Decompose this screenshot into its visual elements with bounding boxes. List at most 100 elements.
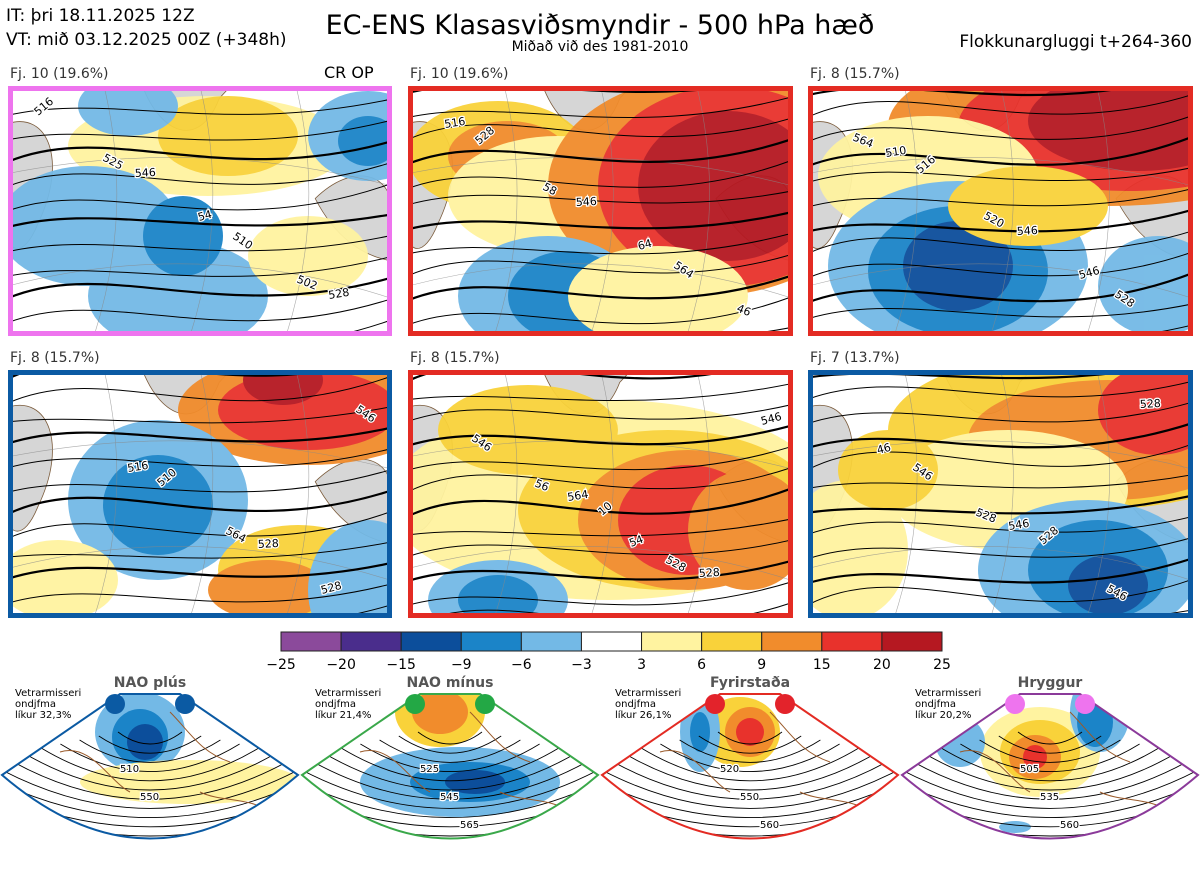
contour-line bbox=[8, 234, 392, 253]
regime-contour-line bbox=[602, 755, 898, 800]
regime-panel: 520 550 560 Fyrirstaða Vetrarmisseri ondjfma l… bbox=[600, 672, 900, 871]
contour-line bbox=[408, 159, 793, 190]
regime-anomaly-blob bbox=[736, 718, 764, 746]
regime-contour-line bbox=[979, 739, 1121, 763]
cluster-map: 10 528 546 564 528 546 56 54 bbox=[408, 370, 793, 618]
contour-label: 528 bbox=[257, 537, 279, 551]
contour-label: 54 bbox=[627, 533, 645, 550]
contour-label: 516 bbox=[443, 115, 466, 131]
regime-contour-line bbox=[640, 747, 860, 782]
anomaly-blob bbox=[248, 216, 368, 296]
regime-contour-line bbox=[340, 747, 560, 782]
cluster-label: Fj. 8 (15.7%) bbox=[810, 66, 900, 82]
contour-line bbox=[8, 468, 392, 493]
regime-contour-line bbox=[698, 735, 802, 754]
anomaly-blob bbox=[103, 455, 213, 555]
regime-name: Hryggur bbox=[1017, 675, 1083, 691]
regime-marker-dot bbox=[705, 694, 725, 714]
regime-contour-line bbox=[98, 735, 202, 754]
colorbar-tick-label: −3 bbox=[571, 657, 592, 673]
contour-line bbox=[808, 208, 1193, 233]
contour-line bbox=[8, 375, 392, 404]
contour-line bbox=[8, 488, 392, 516]
regime-outline bbox=[900, 693, 1200, 840]
colorbar-segment bbox=[701, 631, 763, 652]
contour-line bbox=[408, 117, 793, 141]
contour-line bbox=[408, 423, 793, 447]
contour-label: 546 bbox=[1016, 224, 1038, 238]
regime-outline bbox=[600, 693, 900, 840]
regime-contour-line bbox=[960, 743, 1140, 772]
height-contours bbox=[408, 370, 793, 618]
regime-contour-line bbox=[117, 731, 183, 745]
contour-line bbox=[408, 273, 793, 302]
regime-contour-line bbox=[602, 771, 898, 837]
regime-map: 525 545 565 bbox=[300, 693, 600, 840]
contour-line bbox=[8, 276, 392, 300]
regime-note-line: ondjfma bbox=[615, 699, 656, 710]
regime-note-line: Vetrarmisseri bbox=[15, 688, 82, 699]
anomaly-blob bbox=[8, 540, 118, 618]
regime-note-line: líkur 21,4% bbox=[315, 710, 372, 721]
graticule bbox=[8, 86, 392, 336]
colorbar-tick-label: 6 bbox=[697, 657, 706, 673]
anomaly-shading bbox=[8, 86, 392, 336]
contour-line bbox=[808, 578, 1193, 606]
contour-line bbox=[8, 255, 392, 277]
colorbar-tick-label: 9 bbox=[757, 657, 766, 673]
contour-line bbox=[808, 271, 1193, 304]
contour-line bbox=[408, 253, 793, 277]
regime-contour-line bbox=[302, 767, 598, 828]
regime-map: 510 550 bbox=[0, 693, 300, 840]
cluster-map: 528 528 546 546 546 46 528 bbox=[808, 370, 1193, 618]
contour-line bbox=[8, 139, 392, 164]
anomaly-shading bbox=[408, 385, 793, 618]
regime-contour-line bbox=[40, 747, 260, 782]
contour-line bbox=[408, 210, 793, 231]
regime-outline bbox=[0, 693, 300, 840]
contour-label: 54 bbox=[196, 208, 213, 224]
regime-name: NAO mínus bbox=[406, 675, 494, 691]
regime-contour-line bbox=[902, 759, 1198, 809]
colorbar-segment bbox=[881, 631, 943, 652]
regime-contour-label: 505 bbox=[1020, 764, 1039, 775]
regime-anomaly-blob bbox=[935, 717, 985, 767]
regime-note-line: líkur 26,1% bbox=[615, 710, 672, 721]
contour-line bbox=[808, 303, 1193, 320]
regime-marker-dot bbox=[105, 694, 125, 714]
anomaly-blob bbox=[948, 166, 1108, 246]
contour-line bbox=[408, 96, 793, 119]
regime-contour-line bbox=[21, 751, 279, 791]
graticule bbox=[8, 370, 392, 618]
regime-marker-dot bbox=[175, 694, 195, 714]
contour-line bbox=[8, 583, 392, 604]
contour-line bbox=[808, 93, 1193, 118]
regime-note-line: líkur 32,3% bbox=[15, 710, 72, 721]
contour-line bbox=[408, 232, 793, 255]
regime-note-line: ondjfma bbox=[15, 699, 56, 710]
anomaly-blob bbox=[438, 385, 618, 475]
contour-label: 546 bbox=[134, 166, 156, 180]
contour-line bbox=[808, 251, 1193, 279]
contour-line bbox=[808, 515, 1193, 536]
regime-anomaly-blob bbox=[1023, 745, 1047, 769]
colorbar-segment bbox=[460, 631, 522, 652]
contour-line bbox=[8, 119, 392, 141]
regime-contour-label: 535 bbox=[1040, 792, 1059, 803]
contour-line bbox=[808, 114, 1193, 143]
contour-label: 516 bbox=[126, 459, 149, 475]
regime-outline bbox=[300, 693, 600, 840]
contour-line bbox=[8, 406, 392, 424]
contour-line bbox=[408, 580, 793, 606]
contour-line bbox=[8, 561, 392, 581]
height-contours bbox=[408, 86, 793, 336]
anomaly-blob bbox=[1068, 555, 1148, 615]
contour-line bbox=[808, 536, 1193, 560]
contour-label: 46 bbox=[875, 441, 892, 457]
regime-note-line: líkur 20,2% bbox=[915, 710, 972, 721]
contour-label: 546 bbox=[1007, 517, 1030, 533]
